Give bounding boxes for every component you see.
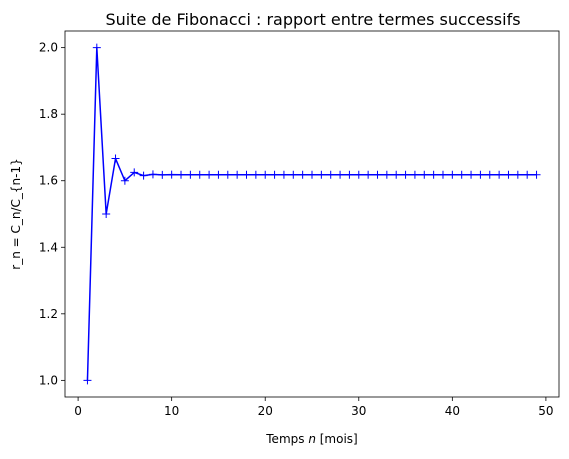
- data-point-marker: [438, 170, 447, 179]
- data-point-marker: [523, 170, 532, 179]
- data-point-marker: [83, 376, 92, 385]
- data-point-marker: [476, 170, 485, 179]
- y-tick-label: 1.8: [39, 107, 58, 121]
- y-axis: 1.0 1.2 1.4 1.6 1.8 2.0: [39, 41, 65, 387]
- chart-title: Suite de Fibonacci : rapport entre terme…: [105, 10, 520, 29]
- y-tick-label: 2.0: [39, 41, 58, 55]
- data-point-marker: [279, 170, 288, 179]
- data-point-marker: [485, 170, 494, 179]
- data-point-marker: [298, 170, 307, 179]
- data-point-marker: [382, 170, 391, 179]
- x-tick-label: 20: [258, 404, 273, 418]
- data-point-marker: [139, 171, 148, 180]
- data-point-marker: [345, 170, 354, 179]
- data-point-marker: [195, 170, 204, 179]
- plot-frame: [64, 30, 560, 398]
- data-point-marker: [495, 170, 504, 179]
- data-point-marker: [513, 170, 522, 179]
- data-point-marker: [448, 170, 457, 179]
- data-point-marker: [420, 170, 429, 179]
- data-point-marker: [148, 170, 157, 179]
- data-point-marker: [504, 170, 513, 179]
- x-tick-label: 40: [445, 404, 460, 418]
- data-point-marker: [429, 170, 438, 179]
- data-point-marker: [354, 170, 363, 179]
- x-axis-label: Temps n [mois]: [265, 432, 357, 446]
- data-point-marker: [167, 170, 176, 179]
- data-point-marker: [111, 154, 120, 163]
- data-point-marker: [336, 170, 345, 179]
- data-point-marker: [130, 168, 139, 177]
- x-axis: 0 10 20 30 40 50: [74, 397, 554, 418]
- y-tick-label: 1.0: [39, 373, 58, 387]
- series-line: [86, 46, 537, 381]
- data-point-marker: [205, 170, 214, 179]
- x-tick-label: 30: [351, 404, 366, 418]
- data-point-marker: [186, 170, 195, 179]
- y-tick-label: 1.4: [39, 240, 58, 254]
- data-point-marker: [233, 170, 242, 179]
- x-axis-label-unit: [mois]: [316, 432, 358, 446]
- data-point-marker: [223, 170, 232, 179]
- data-point-marker: [177, 170, 186, 179]
- y-tick-label: 1.2: [39, 307, 58, 321]
- data-point-marker: [326, 170, 335, 179]
- y-axis-label: r_n = C_n/C_{n-1}: [9, 158, 23, 269]
- data-point-marker: [364, 170, 373, 179]
- x-axis-label-variable: n: [308, 432, 316, 446]
- series-line-group: [83, 43, 541, 385]
- data-point-marker: [401, 170, 410, 179]
- data-point-marker: [92, 43, 101, 52]
- data-point-marker: [308, 170, 316, 179]
- x-axis-label-prefix: Temps: [265, 432, 308, 446]
- data-point-marker: [242, 170, 251, 179]
- x-tick-label: 10: [164, 404, 179, 418]
- data-point-marker: [392, 170, 401, 179]
- data-point-marker: [158, 170, 167, 179]
- data-point-marker: [251, 170, 260, 179]
- data-point-marker: [214, 170, 223, 179]
- data-point-marker: [102, 210, 111, 218]
- x-tick-label: 50: [538, 404, 553, 418]
- data-point-marker: [261, 170, 270, 179]
- data-point-marker: [532, 170, 541, 179]
- data-point-marker: [467, 170, 476, 179]
- data-point-marker: [270, 170, 279, 179]
- data-point-marker: [317, 170, 326, 179]
- data-point-marker: [457, 170, 466, 179]
- y-tick-label: 1.6: [39, 174, 58, 188]
- data-point-marker: [373, 170, 382, 179]
- data-point-marker: [120, 176, 129, 185]
- data-point-marker: [289, 170, 298, 179]
- data-point-marker: [410, 170, 419, 179]
- x-tick-label: 0: [74, 404, 82, 418]
